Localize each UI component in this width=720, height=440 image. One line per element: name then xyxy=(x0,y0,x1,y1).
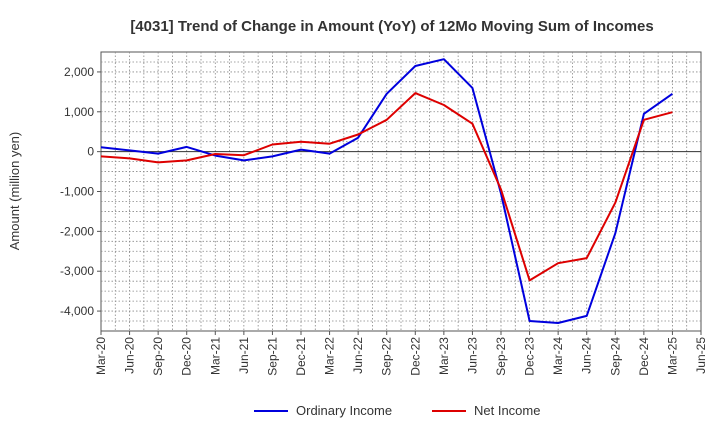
legend-label-ordinary-income: Ordinary Income xyxy=(296,403,392,418)
x-tick-label: Jun-23 xyxy=(465,337,479,374)
axes: 2,000 1,000 0 -1,000 -2,000 -3,000 -4,000 Mar-2… xyxy=(60,65,708,376)
x-tick-label: Jun-21 xyxy=(237,337,251,374)
plot-frame xyxy=(100,51,702,332)
x-tick-label: Jun-24 xyxy=(580,337,594,374)
y-tick-label: -1,000 xyxy=(60,185,94,199)
series-line-net-income xyxy=(100,92,673,282)
x-tick-label: Mar-22 xyxy=(323,337,337,375)
x-tick-label: Jun-20 xyxy=(123,337,137,374)
y-tick-label: 2,000 xyxy=(64,65,94,79)
y-axis-label: Amount (million yen) xyxy=(7,132,22,251)
x-tick-label: Sep-20 xyxy=(151,337,165,376)
x-tick-label: Sep-24 xyxy=(608,337,622,376)
x-tick-label: Mar-23 xyxy=(437,337,451,375)
x-tick-label: Dec-22 xyxy=(408,337,422,376)
x-tick-label: Sep-21 xyxy=(265,337,279,376)
y-tick-label: -2,000 xyxy=(60,224,94,238)
x-tick-label: Dec-21 xyxy=(294,337,308,376)
y-tick-label: 1,000 xyxy=(64,105,94,119)
x-tick-label: Dec-24 xyxy=(637,337,651,376)
x-tick-label: Mar-21 xyxy=(208,337,222,375)
grid xyxy=(101,52,701,331)
x-tick-label: Jun-22 xyxy=(351,337,365,374)
series-line-ordinary-income xyxy=(100,58,673,324)
x-tick-label: Mar-25 xyxy=(665,337,679,375)
x-tick-label: Sep-23 xyxy=(494,337,508,376)
x-tick-label: Mar-24 xyxy=(551,337,565,375)
x-tick-label: Sep-22 xyxy=(380,337,394,376)
x-tick-label: Jun-25 xyxy=(694,337,708,374)
legend: Ordinary Income Net Income xyxy=(254,403,540,418)
series-lines xyxy=(100,58,673,324)
x-tick-label: Dec-23 xyxy=(523,337,537,376)
x-tick-label: Mar-20 xyxy=(94,337,108,375)
plot-area xyxy=(100,51,702,332)
y-tick-label: -4,000 xyxy=(60,304,94,318)
y-tick-label: 0 xyxy=(87,145,94,159)
chart-title: [4031] Trend of Change in Amount (YoY) o… xyxy=(130,18,653,35)
x-tick-label: Dec-20 xyxy=(180,337,194,376)
y-tick-label: -3,000 xyxy=(60,264,94,278)
legend-label-net-income: Net Income xyxy=(474,403,540,418)
